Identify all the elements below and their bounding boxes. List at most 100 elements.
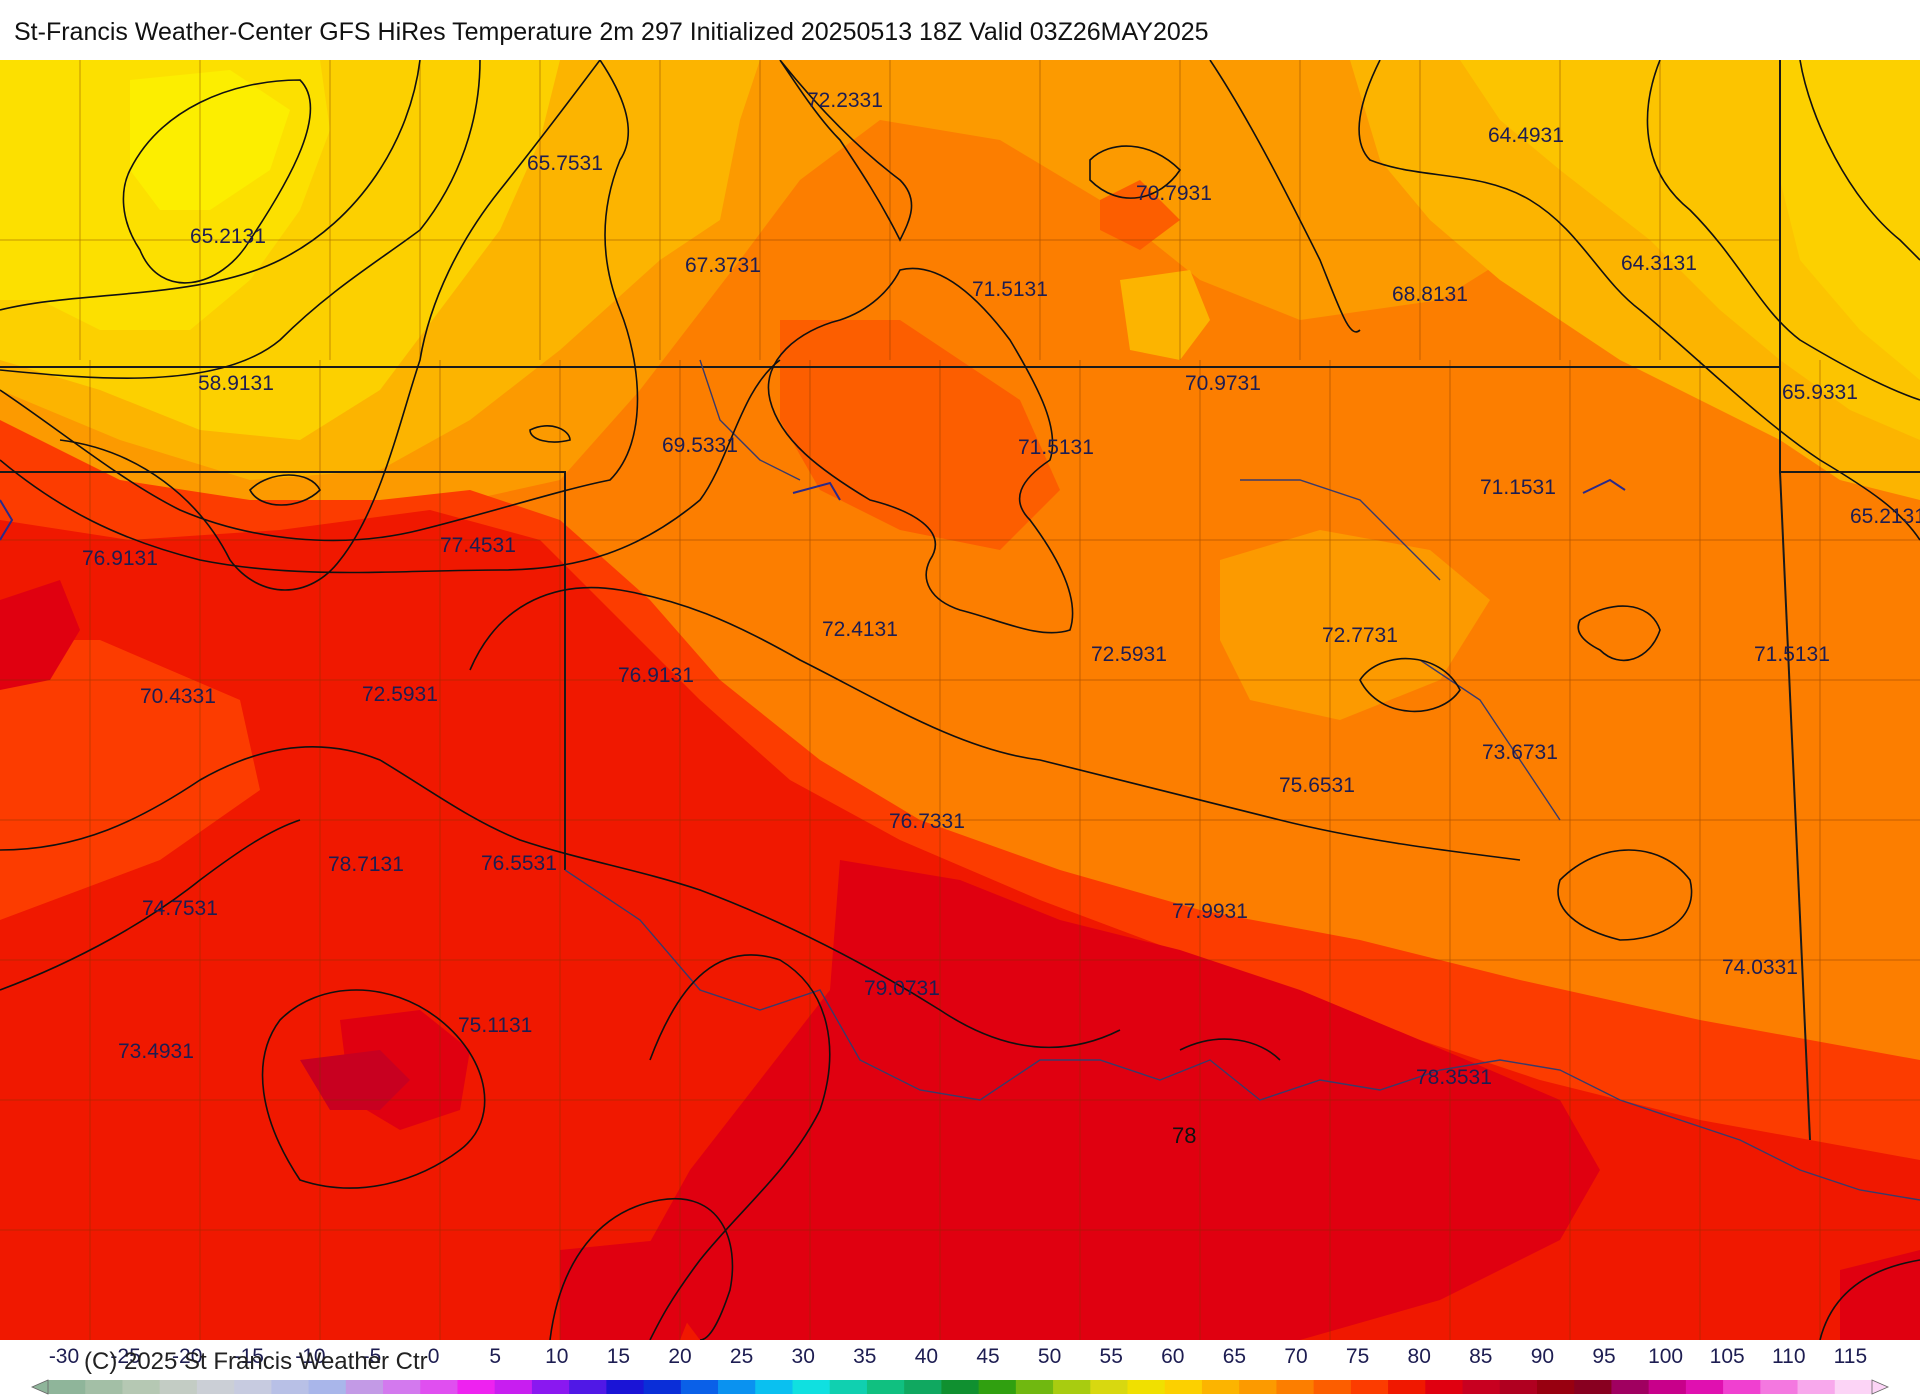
colorbar-swatch (680, 1380, 719, 1394)
colorbar-canvas: -30 -25 -20 -15 -10 -5 0 5 10 15 20 25 30 35 40 45 50 55 6… (31, 1345, 1889, 1395)
station-value-label: 68.8131 (1392, 283, 1468, 306)
colorbar-left-arrow (31, 1379, 49, 1395)
colorbar-swatch (531, 1380, 570, 1394)
colorbar-swatch (1499, 1380, 1538, 1394)
colorbar-swatch (1053, 1380, 1091, 1394)
colorbar-tick-label: -20 (172, 1345, 202, 1368)
colorbar-swatch (904, 1380, 942, 1394)
colorbar-swatch (1685, 1380, 1724, 1394)
colorbar-tick-label: 10 (545, 1345, 568, 1368)
station-value-label: 72.5931 (362, 683, 438, 706)
colorbar-tick-label: 15 (607, 1345, 630, 1368)
station-value-label: 76.9131 (82, 547, 158, 570)
colorbar-swatches (48, 1380, 1873, 1394)
colorbar-tick-label: 100 (1648, 1345, 1683, 1368)
station-value-label: 75.1131 (458, 1014, 532, 1037)
temperature-colorbar: -30 -25 -20 -15 -10 -5 0 5 10 15 20 25 30 35 40 45 50 55 6… (0, 1340, 1920, 1400)
colorbar-swatch (420, 1380, 459, 1394)
colorbar-swatch (1201, 1380, 1240, 1394)
station-value-label: 75.6531 (1279, 774, 1355, 797)
colorbar-tick-label: -5 (363, 1345, 382, 1368)
station-value-label: 76.7331 (889, 810, 965, 833)
station-value-label: 71.5131 (1018, 436, 1094, 459)
colorbar-tick-label: 95 (1592, 1345, 1615, 1368)
colorbar-swatch (1425, 1380, 1464, 1394)
colorbar-swatch (569, 1380, 607, 1394)
colorbar-swatch (1350, 1380, 1389, 1394)
colorbar-tick-label: 35 (853, 1345, 876, 1368)
colorbar-swatch (1239, 1380, 1277, 1394)
station-value-label: 71.5131 (972, 278, 1048, 301)
colorbar-tick-label: 75 (1346, 1345, 1369, 1368)
wind-barb (1582, 478, 1626, 494)
colorbar-swatch (866, 1380, 905, 1394)
station-value-label: 72.2331 (807, 89, 883, 112)
colorbar-tick-label: 60 (1161, 1345, 1184, 1368)
contour-label: 78 (1172, 1123, 1196, 1148)
colorbar-swatch (643, 1380, 682, 1394)
colorbar-swatch (48, 1380, 86, 1394)
colorbar-swatch (1164, 1380, 1203, 1394)
colorbar-swatch (308, 1380, 347, 1394)
station-value-label: 67.3731 (685, 254, 761, 277)
station-value-label: 71.1531 (1480, 476, 1556, 499)
colorbar-swatch (122, 1380, 161, 1394)
colorbar-tick-label: 70 (1284, 1345, 1307, 1368)
colorbar-swatch (718, 1380, 756, 1394)
station-value-label: 73.6731 (1482, 741, 1558, 764)
colorbar-swatch (159, 1380, 198, 1394)
colorbar-swatch (1797, 1380, 1836, 1394)
station-value-label: 70.4331 (140, 685, 216, 708)
station-values: 72.2331 64.4931 65.7531 70.7931 65.2131 67.37… (82, 89, 1920, 1089)
colorbar-tick-label: -15 (234, 1345, 264, 1368)
colorbar-tick-label: -25 (110, 1345, 140, 1368)
colorbar-swatch (494, 1380, 533, 1394)
station-value-label: 72.7731 (1322, 624, 1398, 647)
temperature-map: 72.2331 64.4931 65.7531 70.7931 65.2131 67.37… (0, 60, 1920, 1340)
colorbar-tick-label: 25 (730, 1345, 753, 1368)
station-value-label: 77.4531 (440, 534, 516, 557)
station-value-label: 69.5331 (662, 434, 738, 457)
colorbar-tick-label: 80 (1408, 1345, 1431, 1368)
station-value-label: 72.4131 (822, 618, 898, 641)
colorbar-swatch (1090, 1380, 1129, 1394)
colorbar-swatch (1723, 1380, 1761, 1394)
state-boundaries (0, 60, 1920, 1141)
wind-barb (792, 481, 841, 501)
station-value-label: 76.9131 (618, 664, 694, 687)
colorbar-swatch (85, 1380, 124, 1394)
colorbar-tick-label: 50 (1038, 1345, 1061, 1368)
station-value-label: 77.9931 (1172, 900, 1248, 923)
station-value-label: 76.5531 (481, 852, 557, 875)
colorbar-swatch (606, 1380, 645, 1394)
colorbar-swatch (792, 1380, 831, 1394)
map-title: St-Francis Weather-Center GFS HiRes Temp… (14, 18, 1209, 46)
colorbar-swatch (1611, 1380, 1650, 1394)
colorbar-tick-label: 40 (915, 1345, 938, 1368)
colorbar-tick-label: -30 (49, 1345, 79, 1368)
colorbar-tick-label: 105 (1710, 1345, 1745, 1368)
station-value-label: 64.4931 (1488, 124, 1564, 147)
colorbar-tick-label: 0 (428, 1345, 440, 1368)
county-boundaries (0, 60, 1920, 1340)
colorbar-swatch (1648, 1380, 1687, 1394)
colorbar-tick-label: 55 (1100, 1345, 1123, 1368)
copyright-notice: (C) 2025 St Francis Weather Ctr (84, 1348, 428, 1375)
colorbar-swatch (383, 1380, 421, 1394)
station-value-label: 70.7931 (1136, 182, 1212, 205)
colorbar-tick-label: 20 (668, 1345, 691, 1368)
colorbar-swatch (1015, 1380, 1054, 1394)
station-value-label: 70.9731 (1185, 372, 1261, 395)
wind-barbs (0, 478, 1626, 541)
colorbar-swatch (978, 1380, 1017, 1394)
colorbar-tick-label: 5 (489, 1345, 501, 1368)
temperature-map-canvas: 72.2331 64.4931 65.7531 70.7931 65.2131 67.37… (0, 60, 1920, 1340)
colorbar-tick-labels: -30 -25 -20 -15 -10 -5 0 5 10 15 20 25 30 35 40 45 50 55 6… (49, 1345, 1867, 1368)
colorbar-swatch (1834, 1380, 1873, 1394)
colorbar-tick-label: 90 (1531, 1345, 1554, 1368)
station-value-label: 78.7131 (328, 853, 404, 876)
colorbar-tick-label: 30 (792, 1345, 815, 1368)
colorbar-tick-label: 65 (1223, 1345, 1246, 1368)
colorbar-swatch (1127, 1380, 1166, 1394)
station-value-label: 65.7531 (527, 152, 603, 175)
